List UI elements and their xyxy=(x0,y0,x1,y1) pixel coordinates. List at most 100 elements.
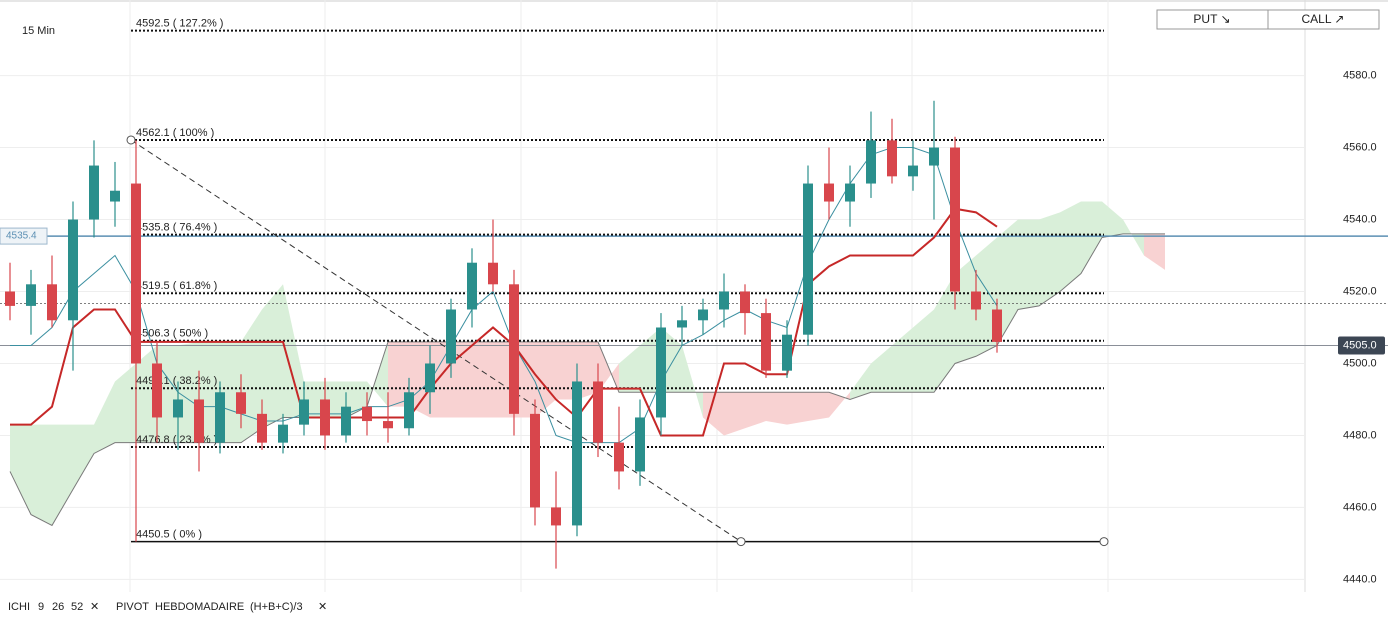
cloud-segment xyxy=(514,341,535,418)
indicator-param: 52 xyxy=(71,601,83,613)
cloud-segment xyxy=(1144,233,1165,270)
candle-body xyxy=(866,140,876,184)
candle-body xyxy=(5,291,15,306)
remove-icon[interactable]: ✕ xyxy=(90,601,99,613)
cloud-segment xyxy=(1060,201,1081,292)
y-tick-label: 4560.0 xyxy=(1343,141,1377,153)
y-tick-label: 4440.0 xyxy=(1343,573,1377,585)
fib-label: 4592.5 ( 127.2% ) xyxy=(136,17,223,29)
candle-body xyxy=(89,165,99,220)
cloud-segment xyxy=(1102,201,1123,238)
cloud-segment xyxy=(640,327,661,393)
cloud-segment xyxy=(661,327,682,393)
candle-body xyxy=(782,334,792,371)
fib-handle xyxy=(1099,537,1109,547)
cloud-segment xyxy=(535,341,556,418)
fib-label: 4519.5 ( 61.8% ) xyxy=(136,280,217,292)
call-label[interactable]: CALL ↗ xyxy=(1302,12,1345,26)
candle-body xyxy=(593,381,603,443)
y-tick-label: 4460.0 xyxy=(1343,501,1377,513)
cloud-segment xyxy=(262,284,283,429)
candle-body xyxy=(635,417,645,472)
candle-body xyxy=(257,413,267,443)
indicator-param: (H+B+C)/3 xyxy=(250,601,303,613)
cloud-segment xyxy=(787,392,808,425)
fib-label: 4493.1 ( 38.2% ) xyxy=(136,375,217,387)
cloud-segment xyxy=(808,392,829,422)
put-label[interactable]: PUT ↘ xyxy=(1193,12,1230,26)
cloud-segment xyxy=(325,381,346,418)
cloud-segment xyxy=(430,341,451,418)
tenkan-line xyxy=(10,147,998,444)
cloud-segment xyxy=(850,363,871,400)
candle-body xyxy=(131,183,141,364)
indicator-name: PIVOT xyxy=(116,601,149,613)
candle-body xyxy=(488,262,498,285)
cloud-segment xyxy=(31,424,52,526)
candle-body xyxy=(572,381,582,526)
fib-label: 4535.8 ( 76.4% ) xyxy=(136,222,217,234)
indicator-name: ICHI xyxy=(8,601,30,613)
cloud-segment xyxy=(283,284,304,418)
cloud-segment xyxy=(619,345,640,393)
kijun-line xyxy=(10,207,998,437)
fib-handle xyxy=(126,135,136,145)
candle-body xyxy=(362,406,372,422)
cloud-segment xyxy=(10,424,31,515)
cloud-segment xyxy=(388,341,409,407)
cloud-segment xyxy=(955,255,976,364)
candle-body xyxy=(68,219,78,321)
fib-label: 4450.5 ( 0% ) xyxy=(136,529,202,541)
timeframe: 15 Min xyxy=(22,25,55,37)
cloud-segment xyxy=(409,341,430,418)
candle-body xyxy=(47,284,57,321)
indicator-bar: ICHI 9 26 52 ✕ PIVOT HEBDOMADAIRE (H+B+C… xyxy=(8,601,327,613)
candle-body xyxy=(614,442,624,472)
remove-icon[interactable]: ✕ xyxy=(318,601,327,613)
cloud-segment xyxy=(73,424,94,490)
price-tag xyxy=(1338,336,1385,355)
candle-body xyxy=(719,291,729,310)
cloud-segment xyxy=(1039,212,1060,306)
call-button[interactable] xyxy=(1267,9,1380,30)
candle-body xyxy=(152,363,162,418)
indicator-param: HEBDOMADAIRE xyxy=(155,601,244,613)
y-tick-label: 4480.0 xyxy=(1343,429,1377,441)
candle-body xyxy=(992,309,1002,342)
y-tick-label: 4500.0 xyxy=(1343,357,1377,369)
candle-body xyxy=(740,291,750,314)
fib-handle xyxy=(736,537,746,547)
cloud-segment xyxy=(766,392,787,425)
candle-body xyxy=(929,147,939,166)
fib-label: 4562.1 ( 100% ) xyxy=(136,127,214,139)
cloud-segment xyxy=(892,327,913,393)
candle-body xyxy=(887,140,897,177)
candle-body xyxy=(509,284,519,414)
candle-body xyxy=(320,399,330,436)
y-tick-label: 4520.0 xyxy=(1343,285,1377,297)
y-tick-label: 4580.0 xyxy=(1343,69,1377,81)
candle-body xyxy=(278,424,288,443)
cloud-segment xyxy=(1081,201,1102,274)
cloud-segment xyxy=(178,341,199,443)
price-tag-label: 4505.0 xyxy=(1343,339,1377,351)
cloud-segment xyxy=(1123,219,1144,256)
cloud-segment xyxy=(493,341,514,418)
candle-body xyxy=(698,309,708,321)
candle-body xyxy=(383,421,393,429)
candle-body xyxy=(26,284,36,306)
cloud-segment xyxy=(199,341,220,443)
candle-body xyxy=(950,147,960,292)
cloud-segment xyxy=(976,237,997,357)
price-tag xyxy=(0,227,48,245)
candle-body xyxy=(530,413,540,508)
candle-body xyxy=(467,262,477,310)
cloud-segment xyxy=(52,424,73,526)
candle-body xyxy=(236,392,246,414)
candle-body xyxy=(194,399,204,443)
candle-body xyxy=(341,406,351,436)
cloud-segment xyxy=(724,392,745,436)
cloud-segment xyxy=(157,345,178,443)
time-grid xyxy=(129,0,1109,592)
